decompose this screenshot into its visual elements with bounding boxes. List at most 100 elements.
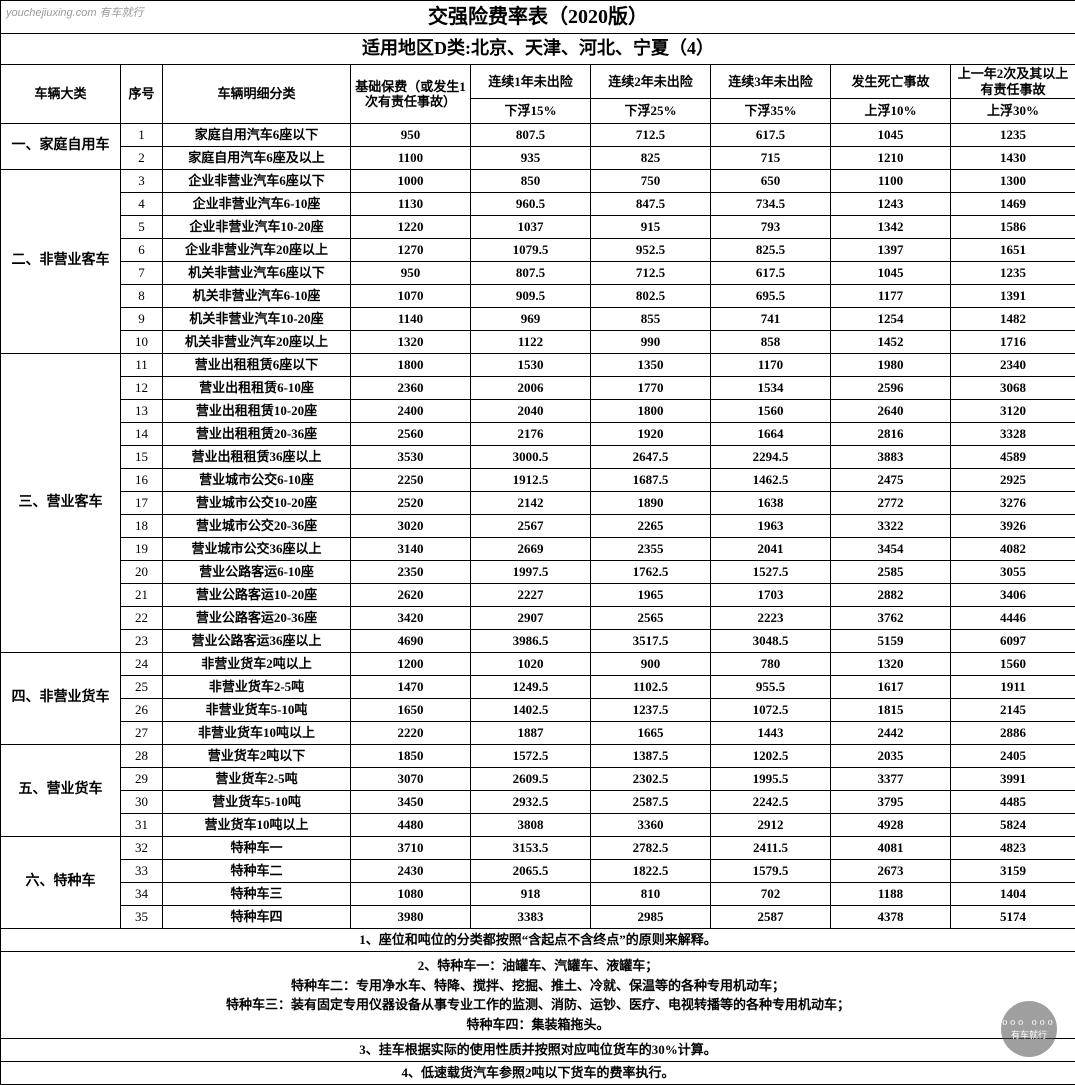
detail-cell: 营业货车10吨以上 <box>163 814 351 837</box>
category-cell: 三、营业客车 <box>1 354 121 653</box>
value-cell: 1080 <box>351 883 471 906</box>
value-cell: 3159 <box>951 860 1075 883</box>
watermark-text: youchejiuxing.com 有车就行 <box>6 4 144 20</box>
seq-cell: 3 <box>121 170 163 193</box>
value-cell: 2565 <box>591 607 711 630</box>
value-cell: 1130 <box>351 193 471 216</box>
value-cell: 802.5 <box>591 285 711 308</box>
seq-cell: 1 <box>121 124 163 147</box>
detail-cell: 企业非营业汽车6座以下 <box>163 170 351 193</box>
value-cell: 955.5 <box>711 676 831 699</box>
note-cell: 3、挂车根据实际的使用性质并按照对应吨位货车的30%计算。 <box>1 1039 1075 1062</box>
seq-cell: 16 <box>121 469 163 492</box>
value-cell: 712.5 <box>591 124 711 147</box>
seq-cell: 28 <box>121 745 163 768</box>
value-cell: 2145 <box>951 699 1075 722</box>
value-cell: 2932.5 <box>471 791 591 814</box>
detail-cell: 特种车三 <box>163 883 351 906</box>
seq-cell: 2 <box>121 147 163 170</box>
value-cell: 1443 <box>711 722 831 745</box>
value-cell: 1188 <box>831 883 951 906</box>
seq-cell: 7 <box>121 262 163 285</box>
category-cell: 一、家庭自用车 <box>1 124 121 170</box>
value-cell: 4589 <box>951 446 1075 469</box>
detail-cell: 家庭自用汽车6座以下 <box>163 124 351 147</box>
value-cell: 3276 <box>951 492 1075 515</box>
seq-cell: 21 <box>121 584 163 607</box>
value-cell: 850 <box>471 170 591 193</box>
value-cell: 3055 <box>951 561 1075 584</box>
value-cell: 807.5 <box>471 262 591 285</box>
value-cell: 1687.5 <box>591 469 711 492</box>
value-cell: 1638 <box>711 492 831 515</box>
value-cell: 1482 <box>951 308 1075 331</box>
value-cell: 4446 <box>951 607 1075 630</box>
hdr-sub4: 上浮10% <box>831 99 951 124</box>
value-cell: 2596 <box>831 377 951 400</box>
hdr-detail: 车辆明细分类 <box>163 65 351 124</box>
seq-cell: 30 <box>121 791 163 814</box>
value-cell: 3991 <box>951 768 1075 791</box>
badge-text: 有车就行 <box>1011 1028 1047 1041</box>
value-cell: 1650 <box>351 699 471 722</box>
table-subtitle: 适用地区D类:北京、天津、河北、宁夏（4） <box>1 34 1075 65</box>
value-cell: 1320 <box>351 331 471 354</box>
value-cell: 3120 <box>951 400 1075 423</box>
value-cell: 2567 <box>471 515 591 538</box>
seq-cell: 22 <box>121 607 163 630</box>
value-cell: 1202.5 <box>711 745 831 768</box>
value-cell: 2782.5 <box>591 837 711 860</box>
value-cell: 2587.5 <box>591 791 711 814</box>
hdr-base: 基础保费（或发生1次有责任事故） <box>351 65 471 124</box>
seq-cell: 24 <box>121 653 163 676</box>
detail-cell: 非营业货车2吨以上 <box>163 653 351 676</box>
value-cell: 2772 <box>831 492 951 515</box>
value-cell: 2220 <box>351 722 471 745</box>
value-cell: 1579.5 <box>711 860 831 883</box>
seq-cell: 15 <box>121 446 163 469</box>
seq-cell: 5 <box>121 216 163 239</box>
value-cell: 5174 <box>951 906 1075 929</box>
value-cell: 741 <box>711 308 831 331</box>
value-cell: 1102.5 <box>591 676 711 699</box>
value-cell: 2302.5 <box>591 768 711 791</box>
seq-cell: 13 <box>121 400 163 423</box>
detail-cell: 营业货车2-5吨 <box>163 768 351 791</box>
value-cell: 3020 <box>351 515 471 538</box>
detail-cell: 营业货车5-10吨 <box>163 791 351 814</box>
value-cell: 3762 <box>831 607 951 630</box>
detail-cell: 营业公路客运20-36座 <box>163 607 351 630</box>
note-cell: 2、特种车一：油罐车、汽罐车、液罐车；特种车二：专用净水车、特降、搅拌、挖掘、推… <box>1 952 1075 1039</box>
value-cell: 2647.5 <box>591 446 711 469</box>
value-cell: 825 <box>591 147 711 170</box>
rate-table: 交强险费率表（2020版）适用地区D类:北京、天津、河北、宁夏（4）车辆大类序号… <box>0 0 1075 1085</box>
detail-cell: 营业公路客运6-10座 <box>163 561 351 584</box>
detail-cell: 营业出租租赁36座以上 <box>163 446 351 469</box>
value-cell: 1100 <box>831 170 951 193</box>
value-cell: 1534 <box>711 377 831 400</box>
value-cell: 1391 <box>951 285 1075 308</box>
value-cell: 2985 <box>591 906 711 929</box>
detail-cell: 营业出租租赁10-20座 <box>163 400 351 423</box>
seq-cell: 23 <box>121 630 163 653</box>
value-cell: 734.5 <box>711 193 831 216</box>
value-cell: 1470 <box>351 676 471 699</box>
hdr-seq: 序号 <box>121 65 163 124</box>
value-cell: 3068 <box>951 377 1075 400</box>
value-cell: 2041 <box>711 538 831 561</box>
value-cell: 1527.5 <box>711 561 831 584</box>
detail-cell: 非营业货车10吨以上 <box>163 722 351 745</box>
value-cell: 1762.5 <box>591 561 711 584</box>
value-cell: 3795 <box>831 791 951 814</box>
hdr-sub1: 下浮15% <box>471 99 591 124</box>
value-cell: 793 <box>711 216 831 239</box>
value-cell: 1122 <box>471 331 591 354</box>
detail-cell: 营业城市公交36座以上 <box>163 538 351 561</box>
value-cell: 3000.5 <box>471 446 591 469</box>
value-cell: 617.5 <box>711 262 831 285</box>
value-cell: 847.5 <box>591 193 711 216</box>
brand-badge: ooo ooo 有车就行 <box>1001 1001 1057 1057</box>
value-cell: 2355 <box>591 538 711 561</box>
seq-cell: 20 <box>121 561 163 584</box>
value-cell: 1350 <box>591 354 711 377</box>
